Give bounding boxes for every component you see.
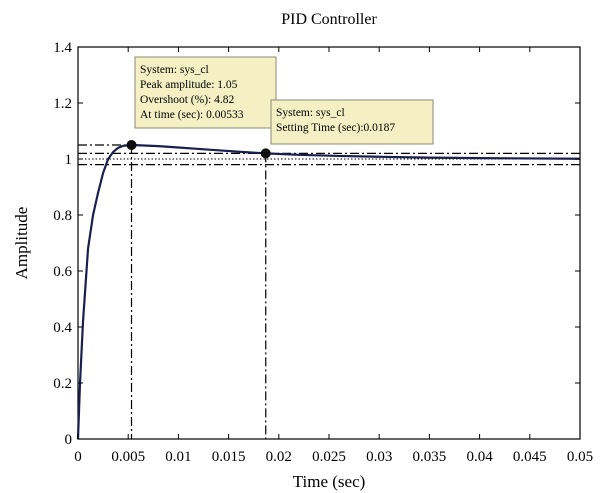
x-axis-label: Time (sec): [293, 472, 366, 491]
settling-datatip-box: [270, 99, 434, 145]
peak-marker[interactable]: [126, 140, 137, 150]
x-tick-label: 0.02: [266, 449, 292, 465]
x-tick-label: 0.01: [165, 449, 191, 465]
peak-datatip: System: sys_cl Peak amplitude: 1.05 Oversh…: [134, 56, 277, 129]
peak-datatip-line: System: sys_cl: [140, 64, 209, 76]
x-tick-label: 0.04: [466, 449, 493, 465]
y-tick-label: 1: [65, 152, 73, 168]
x-tick-label: 0.005: [111, 449, 145, 465]
chart-title: PID Controller: [281, 11, 377, 28]
x-tick-label: 0.025: [312, 449, 346, 465]
x-tick-label: 0.05: [567, 449, 593, 465]
x-tick-label: 0.03: [366, 449, 392, 465]
y-axis-label: Amplitude: [12, 207, 31, 280]
y-tick-label: 0: [65, 432, 73, 448]
x-tick-label: 0.045: [513, 449, 547, 465]
settling-datatip-line: Setting Time (sec):0.0187: [276, 122, 395, 134]
step-response-line: [76, 143, 581, 440]
x-tick-label: 0.035: [413, 449, 447, 465]
settling-datatip: System: sys_cl Setting Time (sec):0.0187: [270, 99, 434, 145]
y-tick-label: 0.2: [53, 376, 72, 392]
x-tick-label: 0.015: [212, 449, 246, 465]
y-tick-label: 1.2: [53, 96, 72, 112]
x-tick-label: 0: [74, 449, 82, 465]
peak-datatip-line: Peak amplitude: 1.05: [140, 79, 238, 91]
peak-datatip-box: [134, 56, 277, 129]
y-tick-label: 0.4: [53, 320, 72, 336]
peak-datatip-line: Overshoot (%): 4.82: [140, 94, 234, 106]
peak-datatip-line: At time (sec): 0.00533: [140, 109, 244, 121]
y-tick-label: 0.6: [53, 264, 72, 280]
y-tick-label: 0.8: [53, 208, 72, 224]
y-tick-label: 1.4: [53, 40, 72, 56]
settling-marker[interactable]: [260, 148, 271, 159]
settling-datatip-line: System: sys_cl: [276, 107, 345, 119]
